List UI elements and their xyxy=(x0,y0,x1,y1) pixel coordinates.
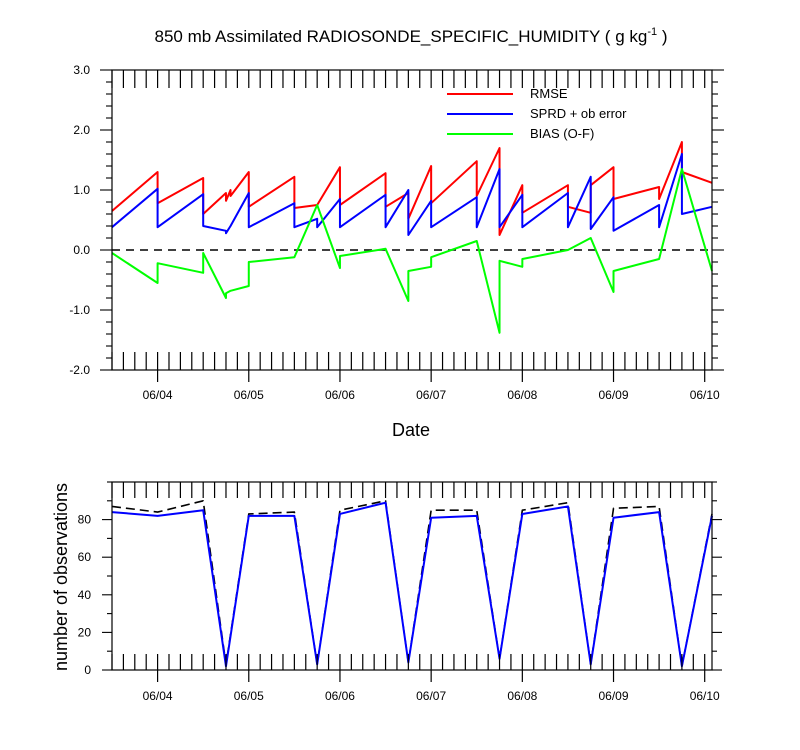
chart-title: 850 mb Assimilated RADIOSONDE_SPECIFIC_H… xyxy=(155,26,668,46)
legend-label-bias-o-f: BIAS (O-F) xyxy=(530,126,594,141)
bottom-series-layer xyxy=(111,500,713,668)
x-axis-title: Date xyxy=(392,420,430,440)
bottom-x-tick-label: 06/06 xyxy=(325,689,355,703)
top-x-tick-label: 06/06 xyxy=(325,388,355,402)
bottom-x-tick-label: 06/09 xyxy=(599,689,629,703)
bottom-y-tick-label: 20 xyxy=(78,625,92,639)
chart-title-main: 850 mb Assimilated RADIOSONDE_SPECIFIC_H… xyxy=(155,27,648,46)
chart-title-suffix: ) xyxy=(657,27,667,46)
bottom-x-tick-label: 06/10 xyxy=(690,689,720,703)
bottom-series-solid xyxy=(111,501,713,668)
chart-title-superscript: -1 xyxy=(647,26,657,38)
top-y-tick-label: 3.0 xyxy=(73,63,90,77)
top-ticks-layer: 06/04 06/05 06/06 06/07 06/08 06/09 06/10 -2.0 -… xyxy=(69,63,724,402)
top-y-tick-label: -1.0 xyxy=(69,303,90,317)
top-x-tick-label: 06/04 xyxy=(143,388,173,402)
bottom-y-tick-label: 40 xyxy=(78,588,92,602)
legend: RMSE SPRD + ob error BIAS (O-F) xyxy=(447,86,627,141)
top-x-tick-label: 06/08 xyxy=(507,388,537,402)
legend-label-sprd-ob-error: SPRD + ob error xyxy=(530,106,627,121)
top-chart-humidity: 850 mb Assimilated RADIOSONDE_SPECIFIC_H… xyxy=(69,26,724,440)
bottom-x-tick-label: 06/05 xyxy=(234,689,264,703)
bottom-x-tick-label: 06/08 xyxy=(507,689,537,703)
top-series-sprd-ob-error xyxy=(111,153,713,236)
top-x-tick-label: 06/05 xyxy=(234,388,264,402)
top-series-rmse xyxy=(111,141,713,236)
top-y-tick-label: -2.0 xyxy=(69,363,90,377)
bottom-y-tick-label: 80 xyxy=(78,513,92,527)
top-y-tick-label: 0.0 xyxy=(73,243,90,257)
legend-label-rmse: RMSE xyxy=(530,86,568,101)
bottom-chart-observations: 06/04 06/05 06/06 06/07 06/08 06/09 06/10 0 20 40… xyxy=(51,481,722,703)
top-series-bias-o-f xyxy=(111,168,713,334)
top-x-tick-label: 06/09 xyxy=(599,388,629,402)
top-x-tick-label: 06/07 xyxy=(416,388,446,402)
top-y-tick-label: 2.0 xyxy=(73,123,90,137)
top-series-layer xyxy=(111,141,713,334)
top-y-tick-label: 1.0 xyxy=(73,183,90,197)
top-x-tick-label: 06/10 xyxy=(690,388,720,402)
bottom-x-tick-label: 06/04 xyxy=(143,689,173,703)
bottom-ticks-layer: 06/04 06/05 06/06 06/07 06/08 06/09 06/10 0 20 40… xyxy=(78,481,722,703)
y-axis-title-observations: number of observations xyxy=(51,483,71,671)
bottom-y-tick-label: 60 xyxy=(78,550,92,564)
bottom-x-tick-label: 06/07 xyxy=(416,689,446,703)
top-plot-frame xyxy=(111,69,713,371)
bottom-y-tick-label: 0 xyxy=(84,663,91,677)
